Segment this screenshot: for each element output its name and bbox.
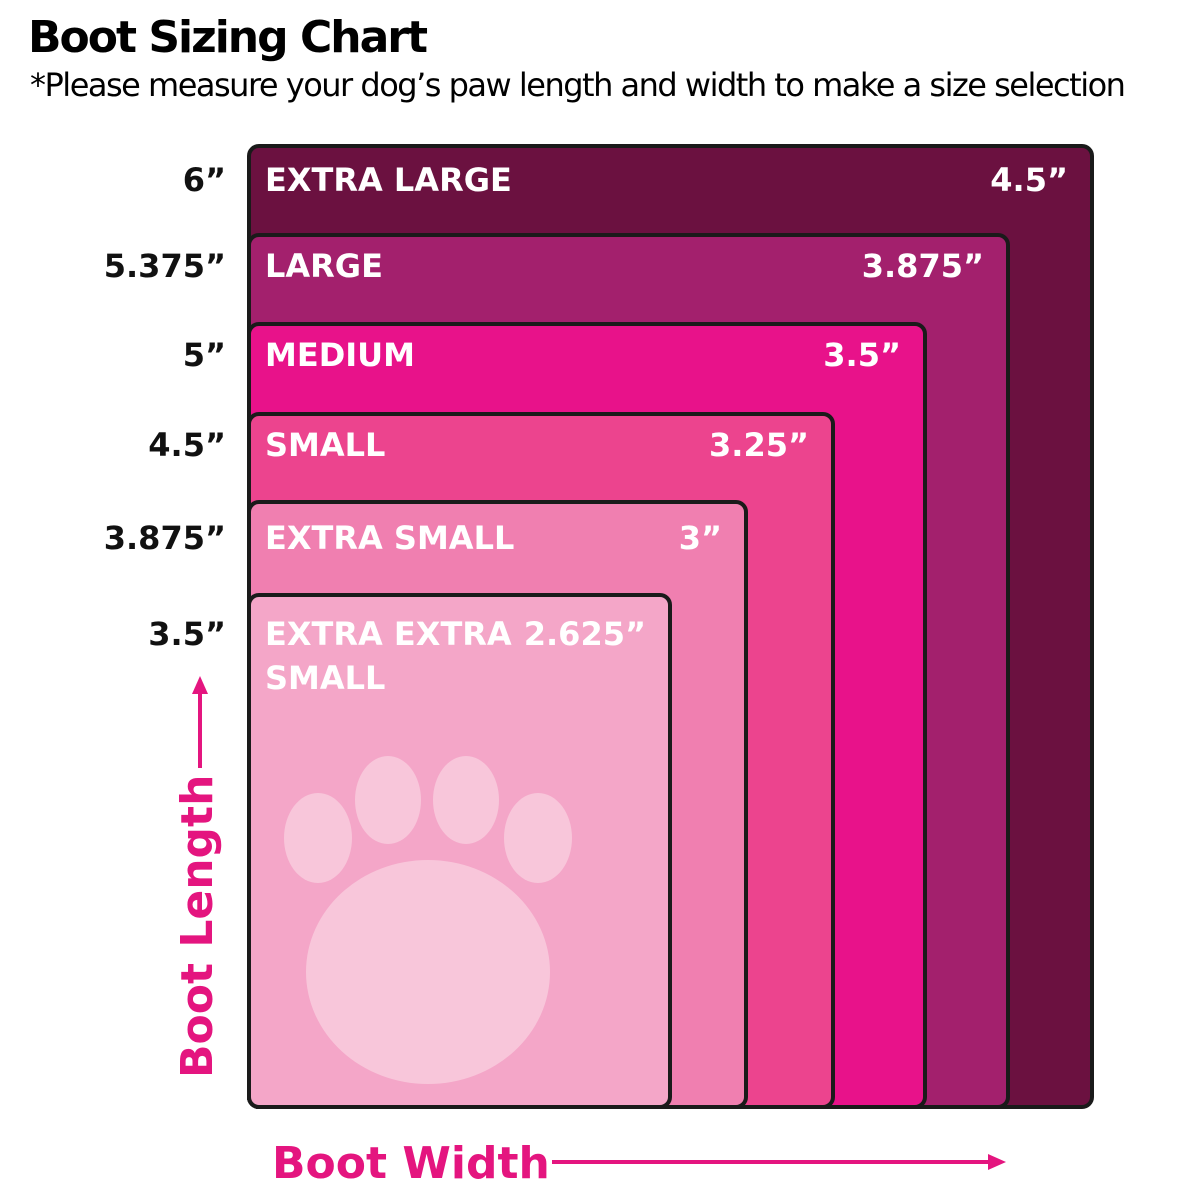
size-name-label: EXTRA LARGE xyxy=(265,161,512,199)
width-value-label: 3.25” xyxy=(709,426,809,464)
x-axis-title: Boot Width xyxy=(272,1138,550,1189)
paw-print-icon xyxy=(284,756,572,1084)
width-value-label: 3.875” xyxy=(862,247,984,285)
size-name-label: LARGE xyxy=(265,247,383,285)
y-axis-arrow-icon xyxy=(192,676,208,768)
x-axis-arrow-icon xyxy=(552,1154,1006,1170)
size-name-label: MEDIUM xyxy=(265,336,415,374)
width-value-label: 2.625” xyxy=(524,615,646,653)
chart-title: Boot Sizing Chart xyxy=(28,12,428,63)
width-value-label: 4.5” xyxy=(990,161,1068,199)
length-value-label: 3.5” xyxy=(148,615,226,653)
chart-subtitle: *Please measure your dog’s paw length an… xyxy=(30,66,1126,104)
y-axis-title: Boot Length xyxy=(172,775,223,1078)
length-value-label: 3.875” xyxy=(104,519,226,557)
length-value-label: 5” xyxy=(183,336,226,374)
size-name-label: EXTRA SMALL xyxy=(265,519,514,557)
size-name-label: SMALL xyxy=(265,426,385,464)
length-value-label: 6” xyxy=(183,161,226,199)
width-value-label: 3.5” xyxy=(823,336,901,374)
width-value-label: 3” xyxy=(679,519,722,557)
length-value-label: 4.5” xyxy=(148,426,226,464)
length-value-label: 5.375” xyxy=(104,247,226,285)
size-name-label: EXTRA EXTRA xyxy=(265,615,512,653)
size-name-label: SMALL xyxy=(265,659,385,697)
